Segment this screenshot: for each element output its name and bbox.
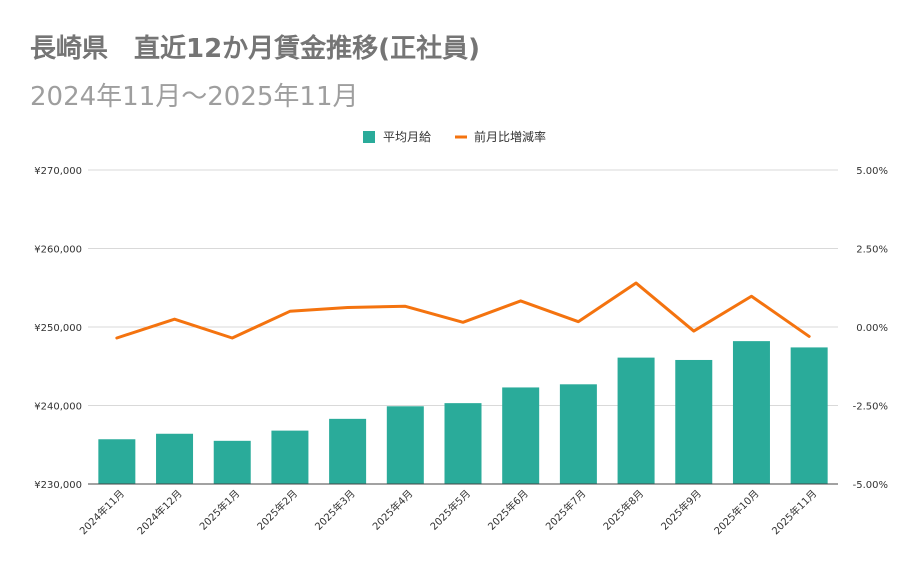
x-tick-label: 2024年12月 <box>134 487 184 537</box>
bar <box>559 384 597 484</box>
x-tick-label: 2025年5月 <box>427 487 473 533</box>
y-right-tick-label: 5.00% <box>856 166 888 177</box>
bar <box>329 418 367 484</box>
bar <box>790 347 828 484</box>
x-tick-label: 2025年6月 <box>485 487 531 533</box>
bar <box>271 430 309 484</box>
x-tick-label: 2025年8月 <box>600 487 646 533</box>
x-tick-label: 2025年3月 <box>312 487 358 533</box>
bar <box>617 357 655 484</box>
x-tick-label: 2025年11月 <box>769 487 819 537</box>
x-tick-label: 2025年4月 <box>370 487 416 533</box>
bar <box>732 341 770 484</box>
x-tick-label: 2025年9月 <box>658 487 704 533</box>
line-series <box>115 281 811 340</box>
y-right-tick-label: 2.50% <box>856 245 888 256</box>
bar <box>675 359 713 484</box>
y-left-tick-label: ¥270,000 <box>34 166 82 177</box>
x-tick-label: 2025年1月 <box>197 487 243 533</box>
bar <box>213 440 251 484</box>
x-tick-label: 2025年7月 <box>543 487 589 533</box>
bar <box>386 406 424 484</box>
y-left-tick-label: ¥230,000 <box>34 480 82 491</box>
legend-label: 前月比増減率 <box>474 129 546 144</box>
bar <box>156 433 194 484</box>
legend-label: 平均月給 <box>383 130 431 144</box>
y-right-tick-label: 0.00% <box>856 323 888 334</box>
legend-swatch-bar <box>363 131 375 143</box>
y-left-tick-label: ¥240,000 <box>34 402 82 413</box>
y-left-tick-label: ¥250,000 <box>34 323 82 334</box>
bar <box>444 403 482 484</box>
legend: 平均月給 前月比増減率 <box>363 129 546 144</box>
x-tick-label: 2025年10月 <box>711 487 761 537</box>
y-left-tick-label: ¥260,000 <box>34 245 82 256</box>
x-tick-label: 2025年2月 <box>254 487 300 533</box>
x-tick-label: 2024年11月 <box>77 487 127 537</box>
gridlines <box>88 169 838 406</box>
bar-series <box>98 341 828 484</box>
bar <box>98 439 136 484</box>
line-path <box>115 281 811 340</box>
bar <box>502 387 540 484</box>
chart-title: 長崎県 直近12か月賃金推移(正社員) <box>30 34 480 64</box>
y-right-tick-label: -2.50% <box>853 402 888 413</box>
chart-subtitle: 2024年11月～2025年11月 <box>30 82 359 112</box>
y-right-tick-label: -5.00% <box>853 480 888 491</box>
